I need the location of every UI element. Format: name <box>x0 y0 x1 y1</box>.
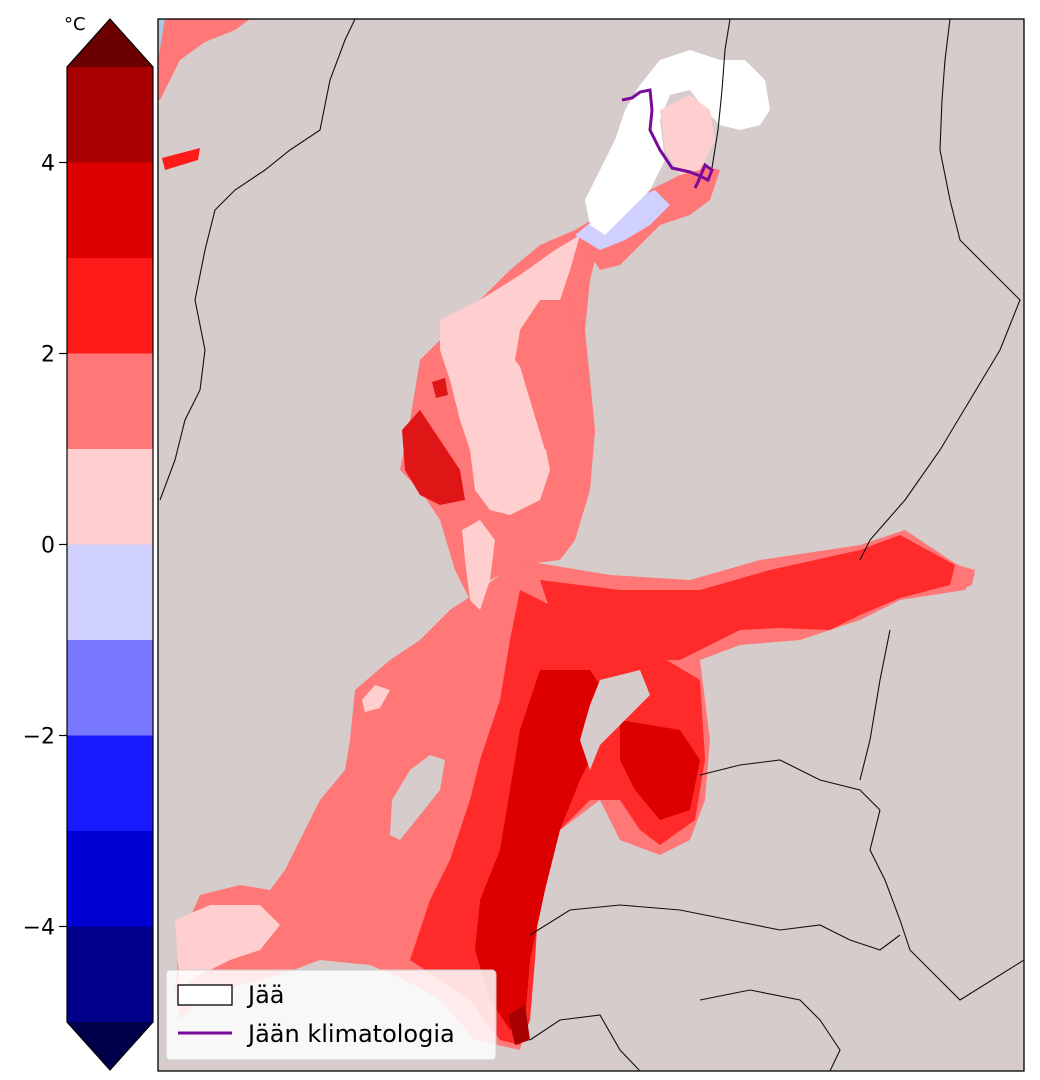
colorbar-tick-label: −4 <box>23 916 55 941</box>
norwegian-coast-warm <box>162 148 200 170</box>
estonian-islands <box>580 670 650 770</box>
sea-anomaly-small-warm <box>432 378 448 398</box>
colorbar-bin-9 <box>67 926 153 1023</box>
colorbar-bin-8 <box>67 831 153 927</box>
map-panel <box>158 19 1024 1071</box>
colorbar-tick-label: 0 <box>41 534 55 559</box>
legend-climatology-label: Jään klimatologia <box>246 1020 455 1048</box>
aland-sea <box>462 520 495 610</box>
colorbar-bin-1 <box>67 162 153 259</box>
legend-box <box>165 969 497 1061</box>
sea-anomaly-3to4-riga <box>620 720 700 820</box>
norwegian-coast-anomaly <box>158 19 250 100</box>
country-borders <box>159 19 1024 1071</box>
colorbar-tick-label: 4 <box>41 152 55 177</box>
sea-anomaly-4to5 <box>508 1005 530 1045</box>
colorbar-outline <box>66 18 154 1071</box>
sea-anomaly-negative-bay <box>575 190 670 250</box>
colorbar-bin-3 <box>67 353 153 450</box>
colorbar-tick-label: −2 <box>23 725 55 750</box>
colorbar-bin-7 <box>67 735 153 832</box>
sea-anomaly-0to1-west <box>175 905 280 990</box>
map-frame <box>157 18 1025 1072</box>
sea-anomaly-3to4-core <box>475 670 610 1030</box>
colorbar-bin-6 <box>67 640 153 736</box>
russian-sea-edge <box>958 565 975 590</box>
sea-anomaly-0to1-patch <box>362 685 390 712</box>
gotland-island <box>390 755 445 840</box>
colorbar-extend-high <box>67 19 153 67</box>
colorbar-ticks: 4 2 0 −2 −4 <box>23 152 67 941</box>
colorbar-unit-label: °C <box>64 14 86 35</box>
sea-anomaly-2to3-swedish-coast <box>402 410 465 505</box>
sea-anomaly-2to3-gulf-finland <box>540 535 955 660</box>
legend: Jää Jään klimatologia <box>165 969 497 1061</box>
colorbar-bins <box>67 67 153 1023</box>
ice-climatology-line <box>621 88 714 189</box>
sea-ice-area <box>585 50 770 235</box>
colorbar-extend-low <box>67 1022 153 1070</box>
colorbar-bin-2 <box>67 258 153 354</box>
sea-anomaly-1to2-bothnia-band <box>518 300 580 450</box>
sea-anomaly-0to1-north <box>660 95 715 175</box>
legend-ice-label: Jää <box>246 981 285 1009</box>
legend-ice-swatch <box>177 984 233 1006</box>
colorbar: °C 4 2 0 −2 −4 <box>23 14 154 1071</box>
colorbar-bin-5 <box>67 544 153 641</box>
colorbar-bin-0 <box>67 67 153 163</box>
colorbar-tick-label: 2 <box>41 343 55 368</box>
colorbar-bin-4 <box>67 449 153 545</box>
